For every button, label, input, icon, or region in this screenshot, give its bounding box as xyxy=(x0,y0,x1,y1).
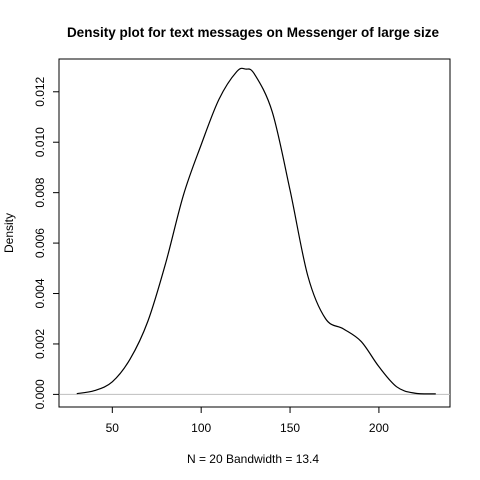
x-tick-label-100: 100 xyxy=(191,421,211,435)
x-axis-label: N = 20 Bandwidth = 13.4 xyxy=(187,452,319,466)
y-tick-label-2: 0.004 xyxy=(33,278,47,308)
y-tick-label-4: 0.008 xyxy=(33,177,47,207)
x-tick-label-200: 200 xyxy=(369,421,389,435)
plot-area xyxy=(59,67,450,395)
x-tick-label-50: 50 xyxy=(106,421,120,435)
axes: 50 100 150 200 0.000 0.002 0.004 0.006 0.008 0.01… xyxy=(33,76,389,435)
plot-frame xyxy=(58,58,451,408)
y-tick-label-6: 0.012 xyxy=(33,76,47,106)
y-tick-label-0: 0.000 xyxy=(33,379,47,409)
y-tick-label-1: 0.002 xyxy=(33,329,47,359)
y-tick-label-5: 0.010 xyxy=(33,127,47,157)
y-axis-label: Density xyxy=(2,213,16,253)
x-tick-label-150: 150 xyxy=(280,421,300,435)
y-tick-label-3: 0.006 xyxy=(33,228,47,258)
chart-title: Density plot for text messages on Messen… xyxy=(67,25,440,40)
density-line xyxy=(76,67,436,395)
